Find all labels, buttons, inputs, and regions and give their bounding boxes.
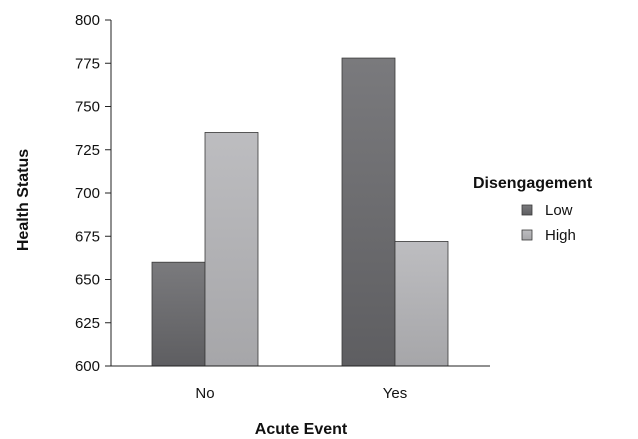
plot-area	[151, 57, 449, 367]
y-tick-label: 600	[75, 358, 100, 375]
y-tick-label: 625	[75, 315, 100, 332]
bar-low-yes	[341, 57, 396, 367]
y-tick-label: 725	[75, 142, 100, 159]
x-tick-label: No	[195, 385, 214, 402]
x-axis-title: Acute Event	[255, 421, 348, 438]
x-tick-label: Yes	[383, 385, 407, 402]
bar-high-yes	[394, 241, 449, 367]
legend-swatch-low	[521, 204, 533, 216]
y-tick-label: 700	[75, 185, 100, 202]
y-tick-label: 800	[75, 12, 100, 29]
y-tick-label: 775	[75, 55, 100, 72]
bar-low-no	[151, 261, 206, 367]
legend-label-high: High	[545, 227, 576, 244]
bar-high-no	[204, 132, 259, 367]
legend-label-low: Low	[545, 202, 573, 219]
legend: Disengagement Low High	[473, 175, 593, 244]
y-tick-label: 750	[75, 99, 100, 116]
x-axis: No Yes	[111, 365, 490, 402]
y-tick-label: 675	[75, 228, 100, 245]
y-axis: 600 625 650 675 700 725 750 775 800	[75, 12, 112, 375]
y-axis-title: Health Status	[15, 149, 32, 251]
legend-title: Disengagement	[473, 175, 593, 192]
y-tick-label: 650	[75, 272, 100, 289]
legend-swatch-high	[521, 229, 533, 241]
